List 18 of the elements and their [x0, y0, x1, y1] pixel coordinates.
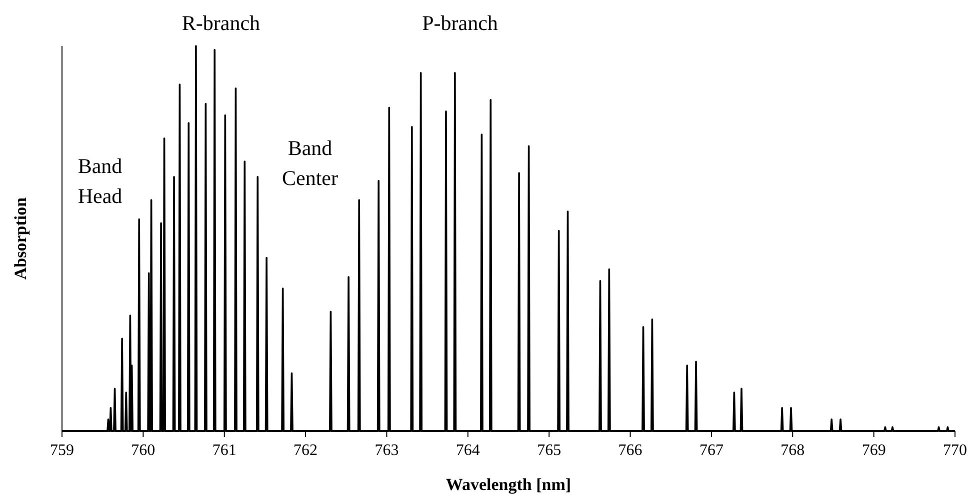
x-tick-label: 760: [131, 442, 156, 459]
x-tick-label: 761: [212, 442, 236, 459]
annotation: Band Head: [78, 154, 123, 208]
text: P-branch: [422, 11, 498, 35]
x-tick-label: 764: [456, 442, 480, 459]
y-axis-title: Absorption: [11, 196, 30, 280]
annotation: Band Center: [282, 136, 338, 190]
x-tick-label: 766: [618, 442, 642, 459]
x-tick-label: 770: [943, 442, 967, 459]
x-tick-label: 769: [862, 442, 886, 459]
x-tick-label: 765: [537, 442, 562, 459]
x-tick-label: 763: [374, 442, 399, 459]
text: R-branch: [182, 11, 261, 35]
x-tick-label: 767: [699, 442, 724, 459]
x-tick-label: 762: [294, 442, 318, 459]
x-tick-label: 768: [780, 442, 805, 459]
x-axis-title: Wavelength [nm]: [446, 475, 572, 494]
x-tick-label: 759: [50, 442, 74, 459]
